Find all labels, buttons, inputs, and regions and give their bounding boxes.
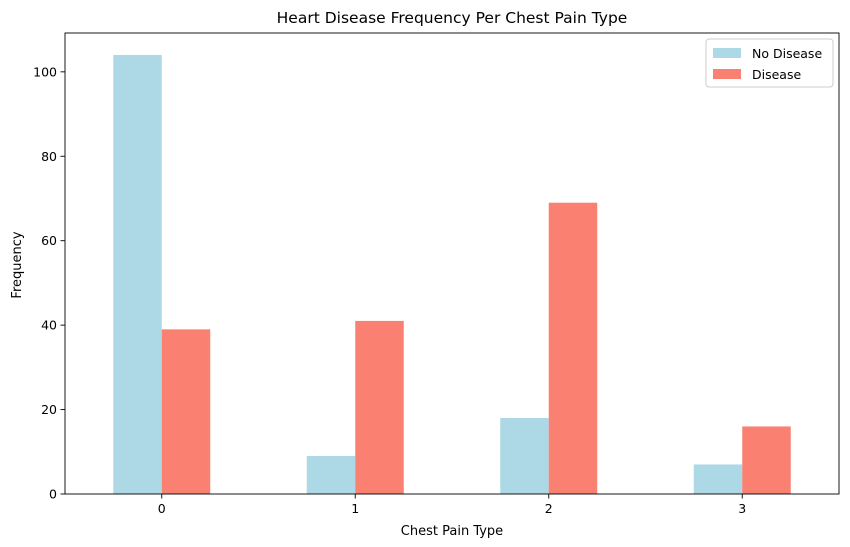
y-tick-label-80: 80 <box>41 149 57 164</box>
x-tick-label-0: 0 <box>158 501 166 516</box>
bar-no-disease-1 <box>306 456 356 494</box>
y-tick-label-20: 20 <box>41 402 57 417</box>
x-tick-label-3: 3 <box>738 501 746 516</box>
bar-disease-1 <box>355 320 404 494</box>
y-tick-label-0: 0 <box>49 487 57 502</box>
legend-swatch-no-disease <box>713 48 741 58</box>
y-tick-label-100: 100 <box>33 64 57 79</box>
bar-no-disease-3 <box>693 464 743 494</box>
plot-area: 0 1 2 3 0 20 40 60 80 100 <box>33 32 840 516</box>
bar-no-disease-2 <box>500 418 549 494</box>
y-tick-label-60: 60 <box>41 233 57 248</box>
legend-label-disease: Disease <box>752 67 801 82</box>
x-tick-label-1: 1 <box>351 501 359 516</box>
bar-disease-2 <box>548 202 598 494</box>
legend-label-no-disease: No Disease <box>752 46 822 61</box>
y-tick-label-40: 40 <box>41 318 57 333</box>
legend: No Disease Disease <box>705 38 834 88</box>
x-tick-label-2: 2 <box>545 501 553 516</box>
plot-frame <box>64 32 840 495</box>
bar-disease-3 <box>742 426 791 494</box>
legend-swatch-disease <box>713 69 741 79</box>
bar-no-disease-0 <box>113 54 162 494</box>
chart-title: Heart Disease Frequency Per Chest Pain T… <box>277 9 628 27</box>
bar-disease-0 <box>161 329 211 494</box>
x-axis-label: Chest Pain Type <box>401 524 503 539</box>
y-axis-label: Frequency <box>10 231 25 298</box>
